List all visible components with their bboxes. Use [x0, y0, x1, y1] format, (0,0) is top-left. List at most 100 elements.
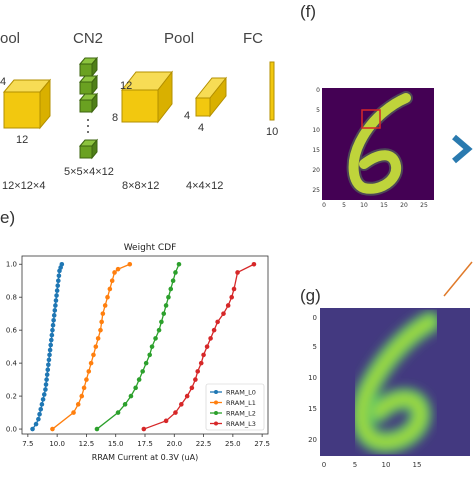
data-point-RRAM_L0 [56, 273, 62, 279]
data-point-RRAM_L3 [163, 418, 169, 424]
block-cn2-stack [78, 56, 99, 160]
data-point-RRAM_L0 [38, 406, 44, 412]
data-point-RRAM_L3 [225, 303, 231, 308]
svg-text:5: 5 [353, 461, 357, 469]
dim-d12-block1: 12 [16, 134, 29, 146]
legend-label: RRAM_L3 [226, 420, 256, 428]
data-point-RRAM_L3 [231, 286, 237, 292]
data-point-RRAM_L0 [51, 313, 57, 318]
panel-f-image: 0 5 10 15 20 25 0 5 10 15 20 25 [300, 80, 440, 210]
data-point-RRAM_L3 [193, 377, 198, 382]
x-tick-label: 17.5 [137, 440, 153, 448]
data-point-RRAM_L0 [53, 298, 59, 303]
data-point-RRAM_L1 [115, 266, 121, 272]
svg-text:25: 25 [312, 187, 320, 194]
data-point-RRAM_L1 [102, 303, 108, 308]
data-point-RRAM_L2 [156, 327, 162, 333]
data-point-RRAM_L0 [44, 377, 49, 382]
data-point-RRAM_L3 [204, 344, 210, 349]
data-point-RRAM_L3 [198, 360, 204, 366]
data-point-RRAM_L2 [153, 336, 158, 341]
svg-text:15: 15 [380, 202, 388, 209]
dim-d4-pool-bottom: 4 [198, 122, 205, 134]
network-diagram: ool CN2 Pool FC [0, 0, 300, 200]
data-point-RRAM_L2 [115, 410, 121, 415]
data-point-RRAM_L2 [122, 402, 128, 407]
svg-text:5: 5 [316, 107, 320, 114]
data-point-RRAM_L1 [81, 385, 87, 391]
data-point-RRAM_L0 [46, 362, 51, 368]
svg-text:0: 0 [322, 202, 326, 209]
svg-text:20: 20 [400, 202, 408, 209]
dim-d8: 8 [112, 112, 119, 124]
data-point-RRAM_L3 [221, 311, 226, 316]
legend-label: RRAM_L1 [226, 399, 256, 407]
panel-g-label: (g) [300, 286, 321, 305]
data-point-RRAM_L0 [51, 317, 56, 323]
data-point-RRAM_L1 [109, 278, 115, 284]
legend-label: RRAM_L2 [226, 410, 256, 418]
data-point-RRAM_L2 [133, 385, 138, 391]
data-point-RRAM_L1 [75, 402, 81, 407]
data-point-RRAM_L2 [159, 319, 164, 325]
legend-marker [214, 411, 218, 415]
data-point-RRAM_L3 [251, 261, 257, 267]
data-point-RRAM_L0 [49, 332, 55, 338]
data-point-RRAM_L2 [136, 377, 142, 382]
chart-legend: RRAM_L0 RRAM_L1 RRAM_L2 RRAM_L3 [205, 383, 265, 431]
data-point-RRAM_L1 [100, 311, 106, 316]
dim-d12-block3: 12 [120, 80, 133, 92]
data-point-RRAM_L0 [43, 382, 49, 387]
data-point-RRAM_L1 [105, 294, 110, 300]
svg-text:0: 0 [313, 314, 317, 322]
data-point-RRAM_L2 [128, 393, 134, 399]
receptive-field-box [361, 109, 381, 129]
digit-six-mnist: 0 5 10 15 20 25 0 5 10 15 20 25 [312, 87, 434, 209]
x-tick-label: 10.0 [49, 440, 65, 448]
svg-text:15: 15 [413, 461, 422, 469]
x-tick-label: 20.0 [166, 440, 182, 448]
data-point-RRAM_L0 [46, 357, 52, 363]
dim-d10: 10 [266, 126, 279, 138]
series-line-RRAM_L1 [52, 263, 131, 430]
data-point-RRAM_L0 [36, 416, 41, 422]
svg-text:0: 0 [322, 461, 326, 469]
data-point-RRAM_L1 [99, 319, 104, 325]
network-blocks [2, 56, 275, 160]
data-point-RRAM_L0 [43, 387, 48, 392]
chevron-right-icon [452, 134, 473, 164]
svg-text:5: 5 [342, 202, 346, 209]
block-conv1 [2, 78, 52, 130]
data-point-RRAM_L3 [195, 369, 201, 374]
data-point-RRAM_L2 [143, 360, 149, 366]
data-point-RRAM_L3 [184, 393, 190, 399]
data-point-RRAM_L3 [179, 402, 184, 407]
data-point-RRAM_L0 [44, 372, 50, 377]
reconstructed-digit-heatmap: 0 5 10 15 20 0 5 10 15 [308, 308, 470, 469]
data-point-RRAM_L0 [54, 288, 60, 293]
legend-label: RRAM_L0 [226, 389, 256, 397]
block-pool3 [194, 76, 228, 118]
shape-conv1: 12×12×4 [2, 180, 46, 192]
data-point-RRAM_L1 [79, 393, 85, 399]
svg-text:5: 5 [313, 343, 317, 351]
data-point-RRAM_L0 [54, 293, 59, 298]
y-tick-label: 0.6 [6, 327, 18, 335]
data-point-RRAM_L2 [140, 369, 145, 374]
data-point-RRAM_L0 [50, 327, 55, 333]
data-point-RRAM_L1 [86, 369, 92, 374]
label-pool1: ool [0, 30, 21, 47]
panel-f-label: (f) [300, 2, 317, 21]
data-point-RRAM_L1 [84, 377, 89, 382]
data-point-RRAM_L0 [47, 347, 53, 353]
panel-e-label: e) [0, 208, 16, 227]
data-point-RRAM_L0 [40, 397, 46, 402]
data-point-RRAM_L0 [41, 392, 47, 397]
data-point-RRAM_L0 [55, 283, 61, 288]
data-point-RRAM_L2 [161, 311, 167, 316]
data-point-RRAM_L0 [45, 367, 51, 373]
label-fc: FC [243, 30, 263, 47]
data-point-RRAM_L0 [33, 421, 39, 427]
data-point-RRAM_L3 [189, 385, 195, 391]
block-fc [269, 61, 275, 121]
